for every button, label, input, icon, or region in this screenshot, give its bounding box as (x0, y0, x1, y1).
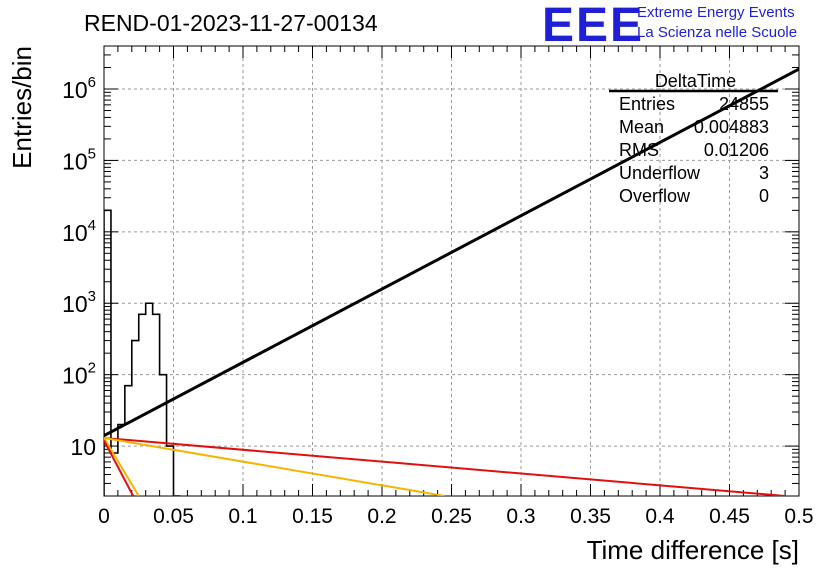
x-tick-label: 0.1 (228, 505, 257, 528)
x-tick-label: 0.3 (506, 505, 535, 528)
x-tick-label: 0.05 (153, 505, 194, 528)
eee-logo: EEE (542, 0, 645, 52)
fit-line (104, 436, 786, 496)
histogram-outline (104, 209, 181, 496)
y-tick-label: 102 (62, 360, 96, 389)
x-tick-label: 0.35 (570, 505, 611, 528)
stats-value: 24855 (719, 94, 769, 114)
x-tick-label: 0.5 (784, 505, 813, 528)
logo-line-1: Extreme Energy Events (637, 4, 795, 21)
x-tick-label: 0.2 (367, 505, 396, 528)
fit-line (104, 67, 799, 437)
y-tick-label: 10 (70, 434, 96, 460)
x-tick-label: 0.25 (431, 505, 472, 528)
x-axis-label: Time difference [s] (587, 535, 799, 565)
stats-value: 0.01206 (704, 140, 769, 160)
fit-line (104, 436, 445, 496)
x-tick-label: 0.4 (645, 505, 675, 528)
stats-label: Mean (619, 117, 664, 137)
y-tick-label: 106 (62, 74, 96, 103)
x-tick-label: 0 (98, 505, 110, 528)
stats-value: 3 (759, 163, 769, 183)
stats-title: DeltaTime (655, 71, 736, 91)
y-axis-label: Entries/bin (7, 46, 37, 169)
y-tick-label: 104 (62, 217, 96, 246)
x-tick-label: 0.45 (709, 505, 750, 528)
stats-label: Underflow (619, 163, 701, 183)
stats-label: Entries (619, 94, 675, 114)
fit-line (104, 437, 140, 496)
stats-value: 0 (759, 186, 769, 206)
x-tick-label: 0.15 (292, 505, 333, 528)
stats-label: Overflow (619, 186, 691, 206)
logo-line-2: La Scienza nelle Scuole (637, 24, 798, 41)
stats-value: 0.004883 (694, 117, 769, 137)
fit-line (104, 439, 135, 496)
y-tick-label: 103 (62, 288, 96, 317)
y-tick-label: 105 (62, 145, 96, 174)
stats-label: RMS (619, 140, 659, 160)
run-title: REND-01-2023-11-27-00134 (84, 10, 378, 36)
